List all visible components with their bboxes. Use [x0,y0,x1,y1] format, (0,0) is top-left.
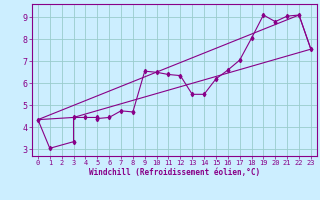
X-axis label: Windchill (Refroidissement éolien,°C): Windchill (Refroidissement éolien,°C) [89,168,260,177]
